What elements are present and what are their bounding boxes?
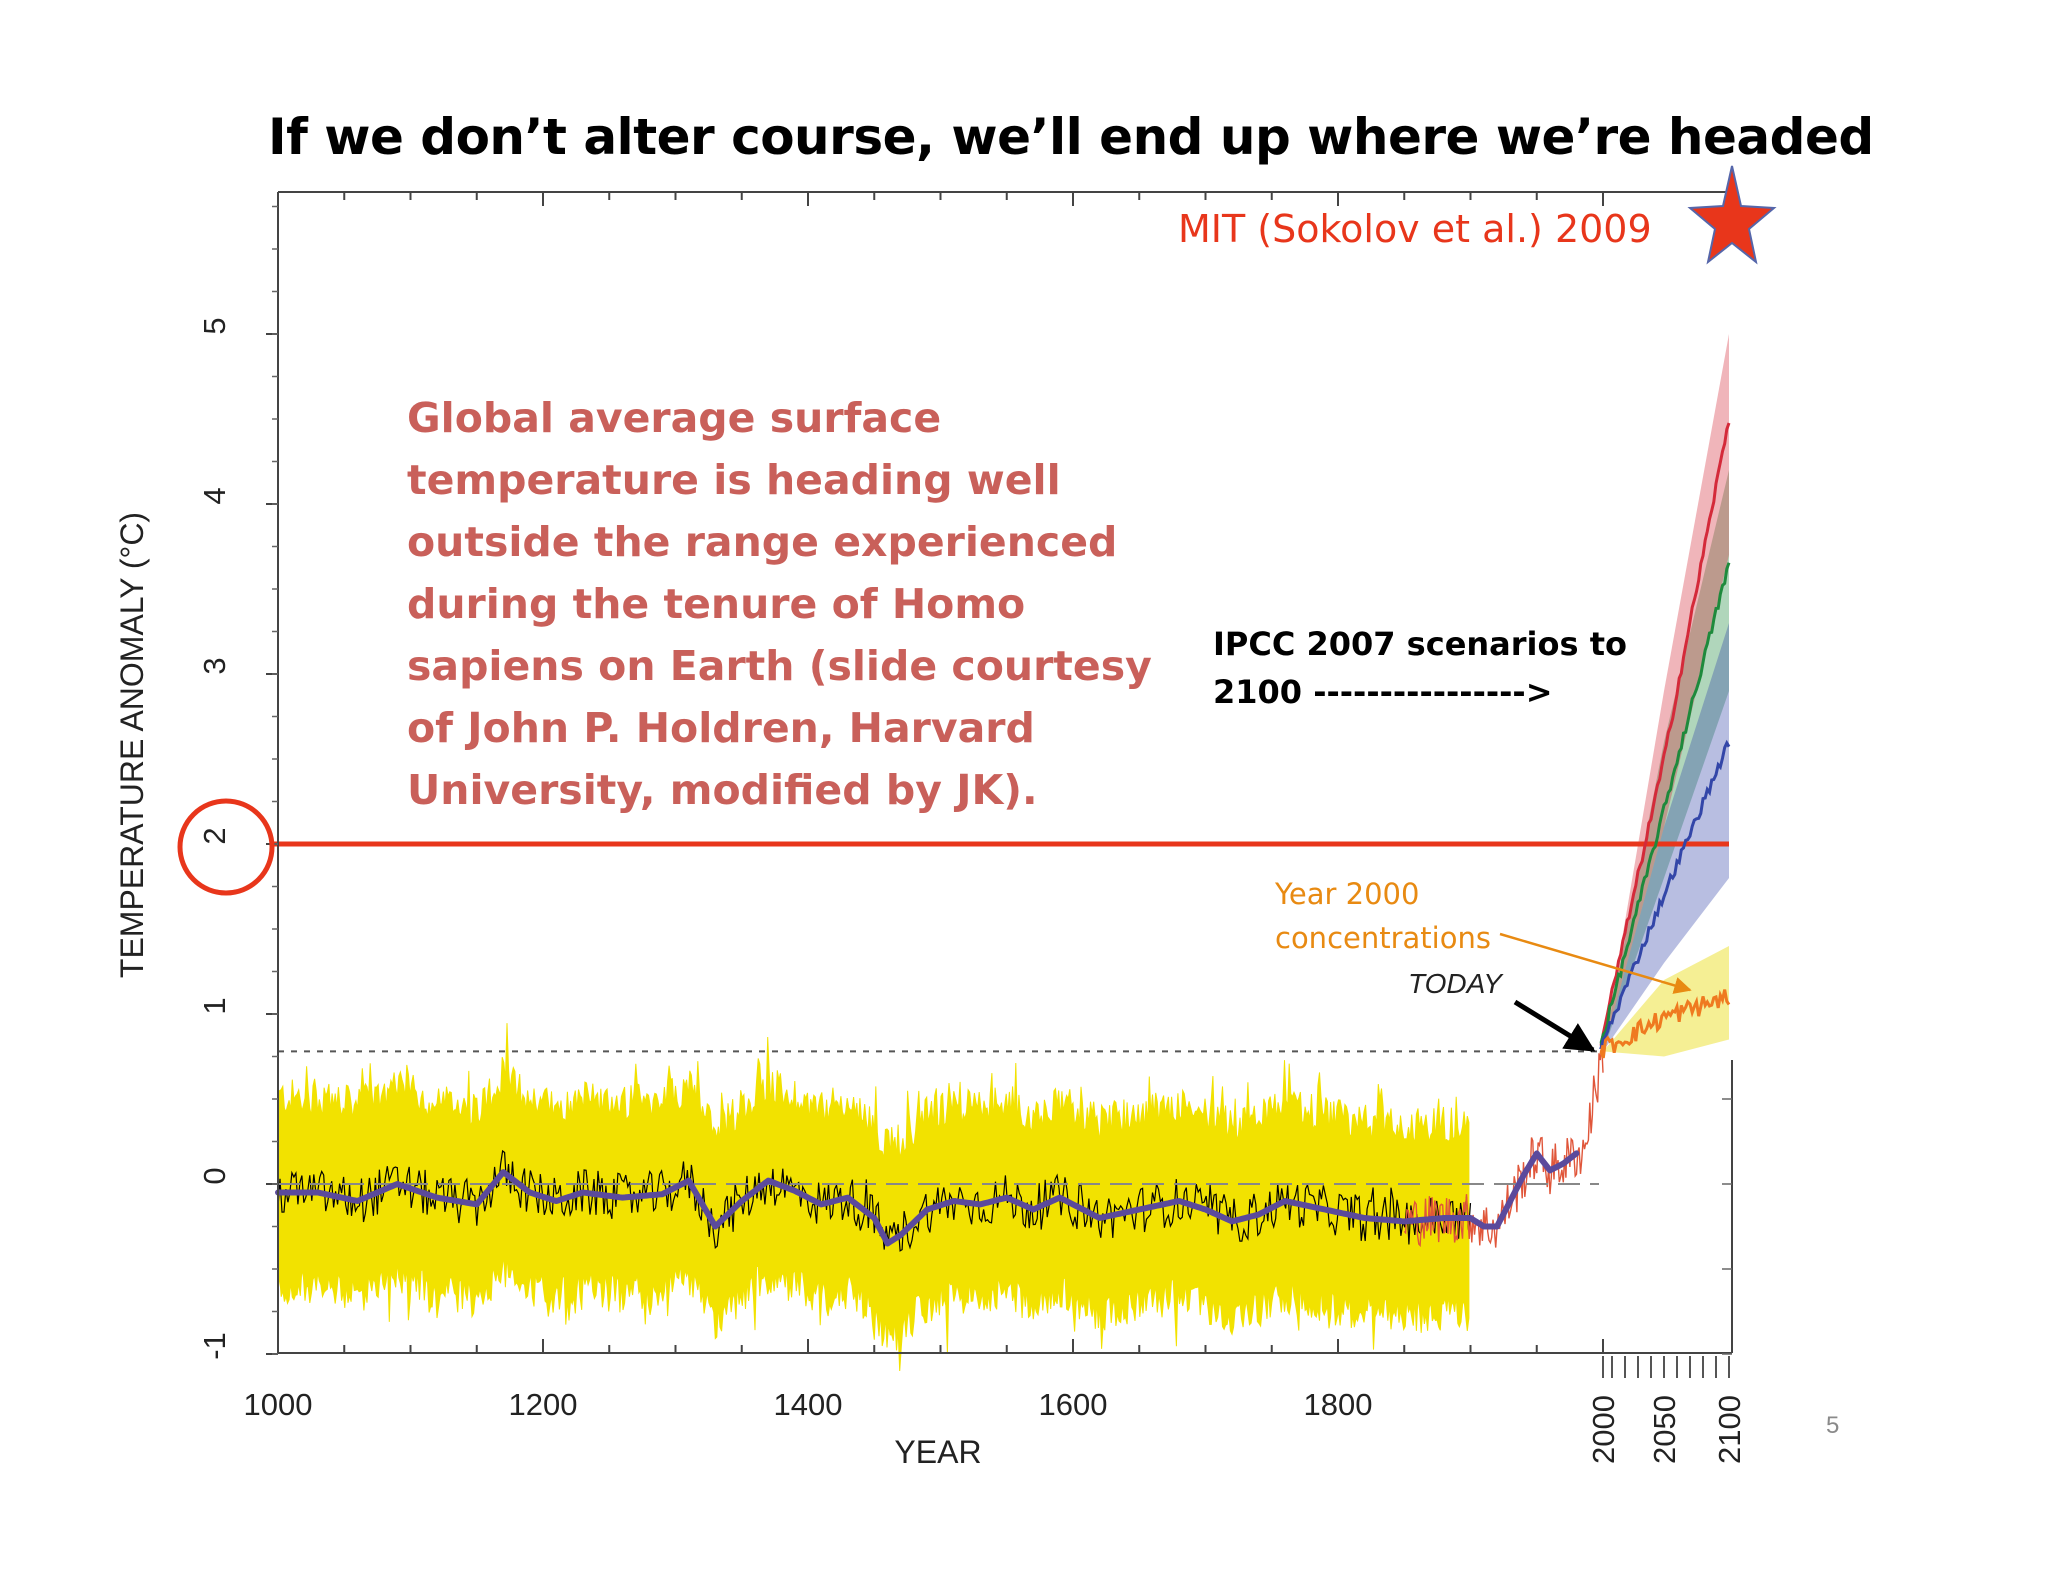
x-future-tick-label: 2050 <box>1647 1395 1682 1464</box>
main-annotation-line: of John P. Holdren, Harvard <box>407 704 1035 752</box>
ipcc-annotation-line: IPCC 2007 scenarios to <box>1213 625 1627 663</box>
scenario-lines <box>1599 422 1731 1059</box>
scenario-mid-line <box>1599 562 1731 1055</box>
y-tick-label: 2 <box>197 827 232 844</box>
y-axis-label: TEMPERATURE ANOMALY (°C) <box>114 512 150 978</box>
x-future-tick-label: 2100 <box>1712 1395 1747 1464</box>
slide-title: If we don’t alter course, we’ll end up w… <box>268 108 1874 166</box>
ipcc-annotation-line: 2100 ----------------> <box>1213 673 1553 711</box>
year2000-arrow <box>1499 932 1692 994</box>
proxy-band-area <box>277 1023 1470 1372</box>
scenario-mid-band <box>1603 470 1729 1052</box>
reference-lines <box>278 1050 1599 1185</box>
axes: -1 0 1 2 3 4 5 1000 1200 1400 1600 1800 2000 2050 2100 <box>197 191 1747 1464</box>
smoothed-series-line <box>272 841 1729 1247</box>
main-annotation-line: temperature is heading well <box>407 456 1061 504</box>
main-annotation-line: outside the range experienced <box>407 518 1117 566</box>
x-tick-label: 1600 <box>1039 1387 1108 1422</box>
year2000-annotation-line: concentrations <box>1275 921 1491 955</box>
main-annotation-line: during the tenure of Homo <box>407 580 1025 628</box>
ipcc-annotation: IPCC 2007 scenarios to 2100 ------------… <box>1213 625 1627 711</box>
y-tick-label: 1 <box>197 997 232 1014</box>
year2000-annotation: Year 2000 concentrations <box>1274 877 1491 955</box>
y-tick-label: 4 <box>197 487 232 504</box>
proxy-annual-line <box>277 1149 1472 1252</box>
today-label: TODAY <box>1408 968 1504 999</box>
main-annotation-line: Global average surface <box>407 394 941 442</box>
x-axis-label: YEAR <box>894 1434 981 1470</box>
year2000-annotation-line: Year 2000 <box>1274 877 1419 911</box>
main-annotation-line: University, modified by JK). <box>407 766 1038 814</box>
scenario-high-line <box>1599 422 1731 1050</box>
x-future-tick-label: 2000 <box>1586 1395 1621 1464</box>
two-degree-circle <box>177 798 275 896</box>
y-tick-label: 5 <box>197 317 232 334</box>
x-tick-label: 1800 <box>1304 1387 1373 1422</box>
page-number: 5 <box>1826 1412 1840 1439</box>
main-annotation: Global average surface temperature is he… <box>407 394 1152 814</box>
y-tick-label: 3 <box>197 657 232 674</box>
scenario-low-band <box>1603 623 1729 1052</box>
proxy-uncertainty-band <box>277 1023 1470 1372</box>
scenario-low-line <box>1599 739 1731 1050</box>
today-arrow <box>1513 999 1596 1053</box>
x-tick-label: 1200 <box>509 1387 578 1422</box>
scenario-high-band <box>1603 334 1729 1052</box>
star-icon <box>1687 165 1777 265</box>
scenario-bands <box>1603 334 1729 1057</box>
x-tick-label: 1000 <box>244 1387 313 1422</box>
smoothed-line <box>275 1150 1580 1247</box>
scenario-year2000-line <box>1599 989 1731 1059</box>
main-annotation-line: sapiens on Earth (slide courtesy <box>407 642 1152 690</box>
y-tick-label: -1 <box>197 1332 232 1360</box>
source-annotation: MIT (Sokolov et al.) 2009 <box>1178 207 1652 251</box>
y-tick-label: 0 <box>197 1167 232 1184</box>
x-tick-label: 1400 <box>774 1387 843 1422</box>
